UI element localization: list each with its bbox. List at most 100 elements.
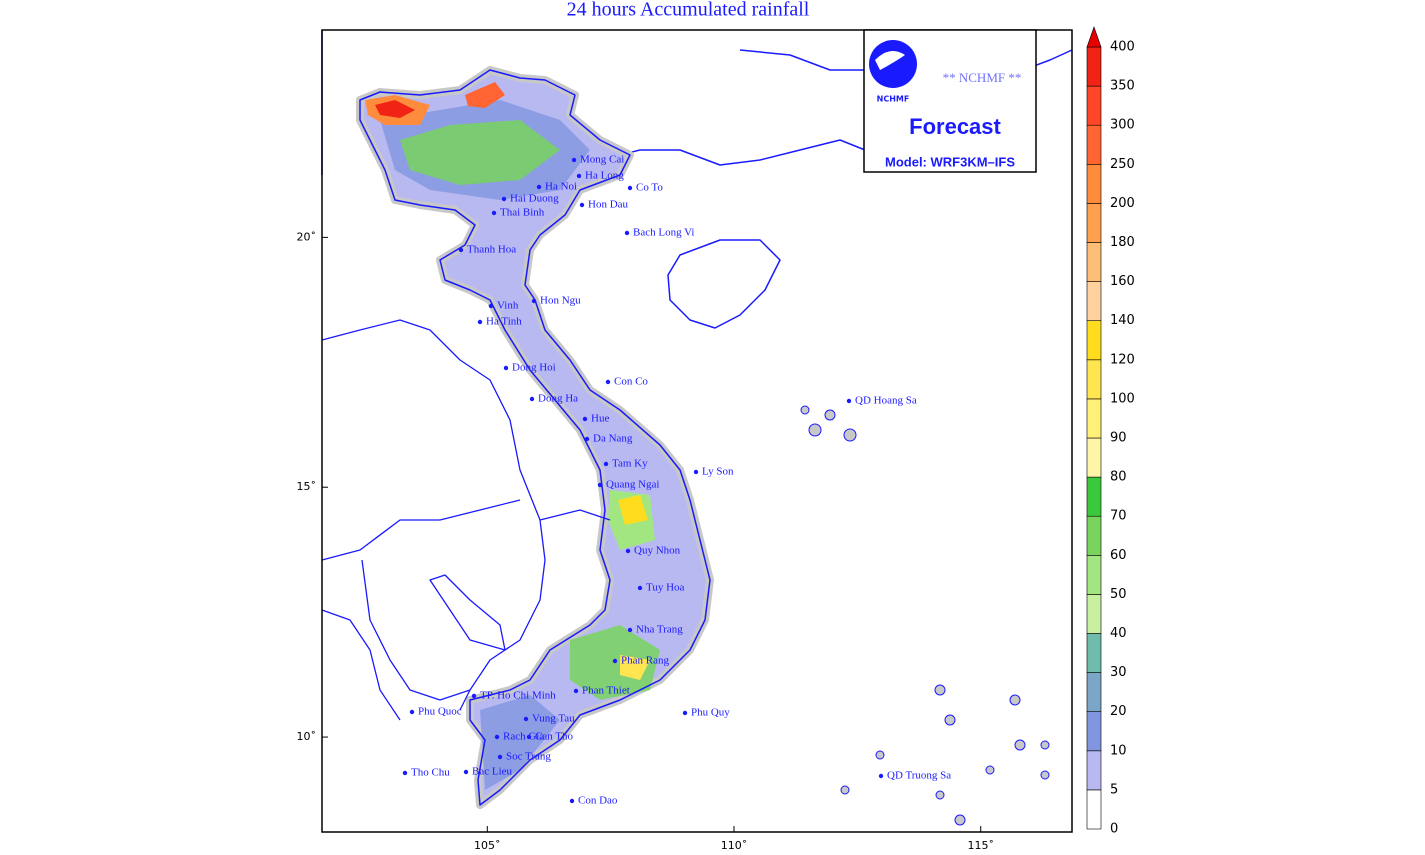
colorbar-bin xyxy=(1086,124,1102,165)
place-label: Hai Duong xyxy=(510,193,559,205)
title: 24 hours Accumulated rainfall xyxy=(567,0,810,21)
colorbar-bin xyxy=(1086,164,1102,204)
place-dot xyxy=(477,319,483,325)
place-label: Phan Rang xyxy=(621,655,669,667)
place-dot xyxy=(536,184,542,190)
y-tick-label: 15˚ xyxy=(297,480,317,493)
place-label: Thanh Hoa xyxy=(467,244,516,256)
place-dot xyxy=(523,716,529,722)
place-dot xyxy=(878,773,884,779)
place-dot xyxy=(471,693,477,699)
place-label: Con Co xyxy=(614,376,648,388)
logo-org: NCHMF xyxy=(877,95,910,104)
place-label: Ha Tinh xyxy=(486,316,522,328)
place-label: Ha Noi xyxy=(545,181,577,193)
colorbar-label: 160 xyxy=(1110,274,1135,289)
place-dot xyxy=(627,627,633,633)
place-label: Co To xyxy=(636,182,663,194)
place-label: Hue xyxy=(591,413,609,425)
place-dot xyxy=(494,734,500,740)
colorbar-label: 50 xyxy=(1110,587,1127,602)
place-dot xyxy=(458,247,464,253)
place-dot xyxy=(637,585,643,591)
colorbar-label: 250 xyxy=(1110,157,1135,172)
place-label: Quy Nhon xyxy=(634,545,681,557)
colorbar-bin xyxy=(1086,789,1102,830)
place-label: Hon Ngu xyxy=(540,295,581,307)
colorbar-label: 5 xyxy=(1110,782,1118,797)
place-label: Con Dao xyxy=(578,795,618,807)
colorbar-label: 80 xyxy=(1110,470,1127,485)
product: Forecast xyxy=(909,114,1001,139)
place-label: Tho Chu xyxy=(411,767,450,779)
colorbar-bin xyxy=(1086,85,1102,126)
colorbar-bin xyxy=(1086,320,1102,361)
place-label: Hon Dau xyxy=(588,199,629,211)
place-dot xyxy=(624,230,630,236)
place-label: Vinh xyxy=(497,300,519,312)
colorbar-bin xyxy=(1086,281,1102,322)
place-dot xyxy=(627,185,633,191)
colorbar-label: 60 xyxy=(1110,548,1127,563)
place-label: Tam Ky xyxy=(612,458,648,470)
place-dot xyxy=(693,469,699,475)
place-label: Dong Hoi xyxy=(512,362,556,374)
place-dot xyxy=(569,798,575,804)
place-dot xyxy=(409,709,415,715)
colorbar-label: 350 xyxy=(1110,79,1135,94)
place-label: Thai Binh xyxy=(500,207,545,219)
colorbar-label: 180 xyxy=(1110,235,1135,250)
colorbar-label: 300 xyxy=(1110,118,1135,133)
y-tick-label: 20˚ xyxy=(297,230,317,243)
place-label: Quang Ngai xyxy=(606,479,659,491)
place-dot xyxy=(605,379,611,385)
place-label: Phan Thiet xyxy=(582,685,630,697)
colorbar-label: 200 xyxy=(1110,196,1135,211)
colorbar-label: 90 xyxy=(1110,431,1127,446)
map-frame xyxy=(321,29,1073,833)
place-label: Soc Trang xyxy=(506,751,551,763)
place-dot xyxy=(402,770,408,776)
place-dot xyxy=(584,436,590,442)
place-dot xyxy=(491,210,497,216)
logo-box: NCHMF ** NCHMF ** Forecast Model: WRF3KM… xyxy=(863,29,1037,173)
colorbar-label: 100 xyxy=(1110,391,1135,406)
place-label: Da Nang xyxy=(593,433,633,445)
colorbar-label: 70 xyxy=(1110,509,1127,524)
place-dot xyxy=(571,157,577,163)
place-dot xyxy=(501,196,507,202)
place-label: Phu Quy xyxy=(691,707,730,719)
colorbar: 0 5 10 20 30 40 50 60 70 80 90 100 120 140 160 180 200 25… xyxy=(1086,26,1135,837)
place-dot xyxy=(612,658,618,664)
ticks: 105˚ 110˚ 115˚ 10˚ 15˚ 20˚ xyxy=(297,230,994,852)
colorbar-label: 0 xyxy=(1110,822,1118,837)
place-dot xyxy=(846,398,852,404)
x-tick-label: 105˚ xyxy=(474,839,501,852)
place-dot xyxy=(526,734,532,740)
place-label: Rach Gia xyxy=(503,731,544,743)
place-label: Bach Long Vi xyxy=(633,227,694,239)
place-label: Phu Quoc xyxy=(418,706,462,718)
colorbar-label: 20 xyxy=(1110,704,1127,719)
place-label: Nha Trang xyxy=(636,624,683,636)
colorbar-bin xyxy=(1086,476,1102,517)
place-dot xyxy=(488,303,494,309)
place-dot xyxy=(497,754,503,760)
colorbar-label: 140 xyxy=(1110,313,1135,328)
place-label: Vung Tau xyxy=(532,713,575,725)
place-dot xyxy=(579,202,585,208)
place-dot xyxy=(463,769,469,775)
colorbar-label: 120 xyxy=(1110,352,1135,367)
place-label: Can Tho xyxy=(535,731,573,743)
colorbar-bin xyxy=(1086,750,1102,791)
place-label: Tuy Hoa xyxy=(646,582,685,594)
colorbar-label: 400 xyxy=(1110,40,1135,55)
colorbar-bin xyxy=(1086,242,1102,282)
colorbar-label: 10 xyxy=(1110,743,1127,758)
y-tick-label: 10˚ xyxy=(297,730,317,743)
colorbar-bin xyxy=(1086,594,1102,634)
x-tick-label: 115˚ xyxy=(967,839,994,852)
colorbar-bin xyxy=(1086,46,1102,87)
colorbar-bin xyxy=(1086,398,1102,439)
